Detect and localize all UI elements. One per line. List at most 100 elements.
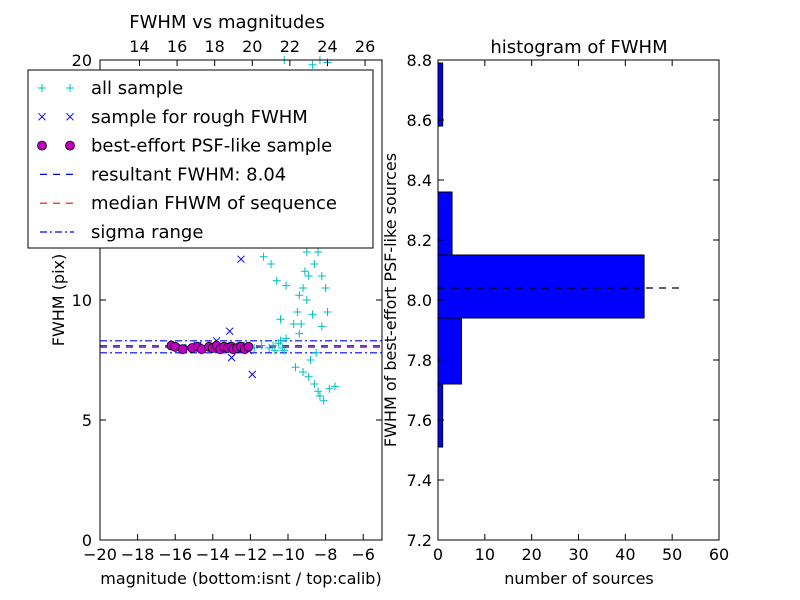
plus-marker [308,310,317,319]
plus-marker [317,272,326,280]
plus-marker [282,281,291,290]
top-tick-label: 24 [317,37,337,56]
y-ticks: 0 5 10 20 [72,51,382,550]
plus-marker [267,260,276,268]
x-marker [227,353,236,362]
plus-marker [257,341,266,350]
legend-label: median FHWM of sequence [91,193,337,214]
plus-marker [302,296,311,304]
histogram-ylabel: FWHM of best-effort PSF-like sources [381,153,400,447]
x-tick-label: 50 [662,545,682,564]
histogram-panel: 0 10 20 30 40 50 60 7.2 7.4 7.6 7.8 8.0 8.2 8.4 8.6 8.… [381,37,729,588]
series [166,340,254,355]
legend-entry: sample for rough FWHM [38,107,308,128]
top-tick-label: 16 [167,37,187,56]
histogram-bar [437,383,444,448]
plus-marker [312,348,321,357]
plus-marker [272,276,281,285]
x-tick-label: −14 [196,545,230,564]
y-tick-label: 8.6 [407,111,432,130]
plus-marker [268,341,277,350]
plus-marker [295,329,304,338]
top-tick-label: 20 [242,37,262,56]
y-tick-label: 7.6 [407,411,432,430]
top-tick-label: 22 [280,37,300,56]
legend-label: all sample [91,78,183,99]
plus-marker [331,382,339,391]
plus-marker [314,248,323,256]
legend-entry: sigma range [40,222,203,243]
x-tick-label: −10 [271,545,305,564]
plus-marker [293,308,302,316]
circle-marker [37,140,47,151]
x-tick-label: −16 [158,545,192,564]
y-tick-label: 8.2 [407,231,432,250]
legend-label: best-effort PSF-like sample [91,136,332,157]
plus-marker [295,291,304,300]
bottom-x-ticks: −20 −18 −16 −14 −12 −10 −8 −6 [83,534,375,564]
x-marker [237,255,245,264]
plus-marker [38,84,46,92]
histogram-bar [437,191,453,256]
plus-marker [66,84,74,92]
scatter-title: FWHM vs magnitudes [129,12,324,33]
legend-entry: best-effort PSF-like sample [37,136,332,157]
x-tick-label: 0 [433,545,443,564]
plus-marker [302,248,311,256]
x-tick-label: −12 [234,545,268,564]
plus-marker [299,368,308,376]
plus-marker [276,336,285,345]
x-marker [38,112,46,121]
plus-marker [321,284,330,292]
plus-marker [323,308,332,316]
x-tick-label: −20 [83,545,117,564]
plus-marker [300,267,309,276]
plus-marker [315,392,324,400]
top-tick-label: 26 [355,37,375,56]
x-tick-label: −6 [351,545,375,564]
y-tick-label: 5 [82,411,92,430]
circle-marker [177,344,188,355]
y-tick-label: 7.4 [407,471,432,490]
x-tick-label: −8 [314,545,338,564]
plus-marker [306,356,315,364]
circle-marker [65,140,75,151]
plus-marker [299,284,308,292]
plus-marker [310,380,319,388]
legend-entry: resultant FWHM: 8.04 [40,164,286,185]
histogram-title: histogram of FWHM [490,37,667,58]
y-tick-label: 7.2 [407,531,432,550]
plus-marker [304,272,313,280]
plus-marker [319,396,328,405]
plus-marker [310,260,319,268]
top-tick-label: 14 [129,37,149,56]
x-tick-label: 10 [475,545,495,564]
legend-label: resultant FWHM: 8.04 [91,164,286,185]
reference-lines [100,340,382,354]
x-tick-label: 40 [615,545,635,564]
legend-entries: all sample sample for rough FWHM best-effo… [37,78,337,243]
histogram-y-ticks: 7.2 7.4 7.6 7.8 8.0 8.2 8.4 8.6 8.8 [407,51,719,550]
y-tick-label: 20 [72,51,92,70]
scatter-xlabel: magnitude (bottom:isnt / top:calib) [100,569,381,588]
x-tick-label: 60 [709,545,729,564]
histogram-xlabel: number of sources [504,569,654,588]
plus-marker [297,320,306,328]
x-marker [248,370,257,379]
legend: all sample sample for rough FWHM best-effo… [27,69,374,249]
legend-label: sample for rough FWHM [91,107,308,128]
x-tick-label: 20 [521,545,541,564]
plus-marker [317,322,326,331]
x-tick-label: 30 [568,545,588,564]
plus-marker [280,346,289,355]
y-tick-label: 10 [72,291,92,310]
x-tick-label: −18 [121,545,155,564]
plus-marker [304,372,313,381]
scatter-ylabel: FWHM (pix) [49,254,68,347]
plus-marker [282,334,291,343]
histogram-bar [437,62,444,127]
y-tick-label: 0 [82,531,92,550]
circle-marker [243,341,254,352]
legend-entry: all sample [38,78,183,99]
top-tick-label: 18 [205,37,225,56]
